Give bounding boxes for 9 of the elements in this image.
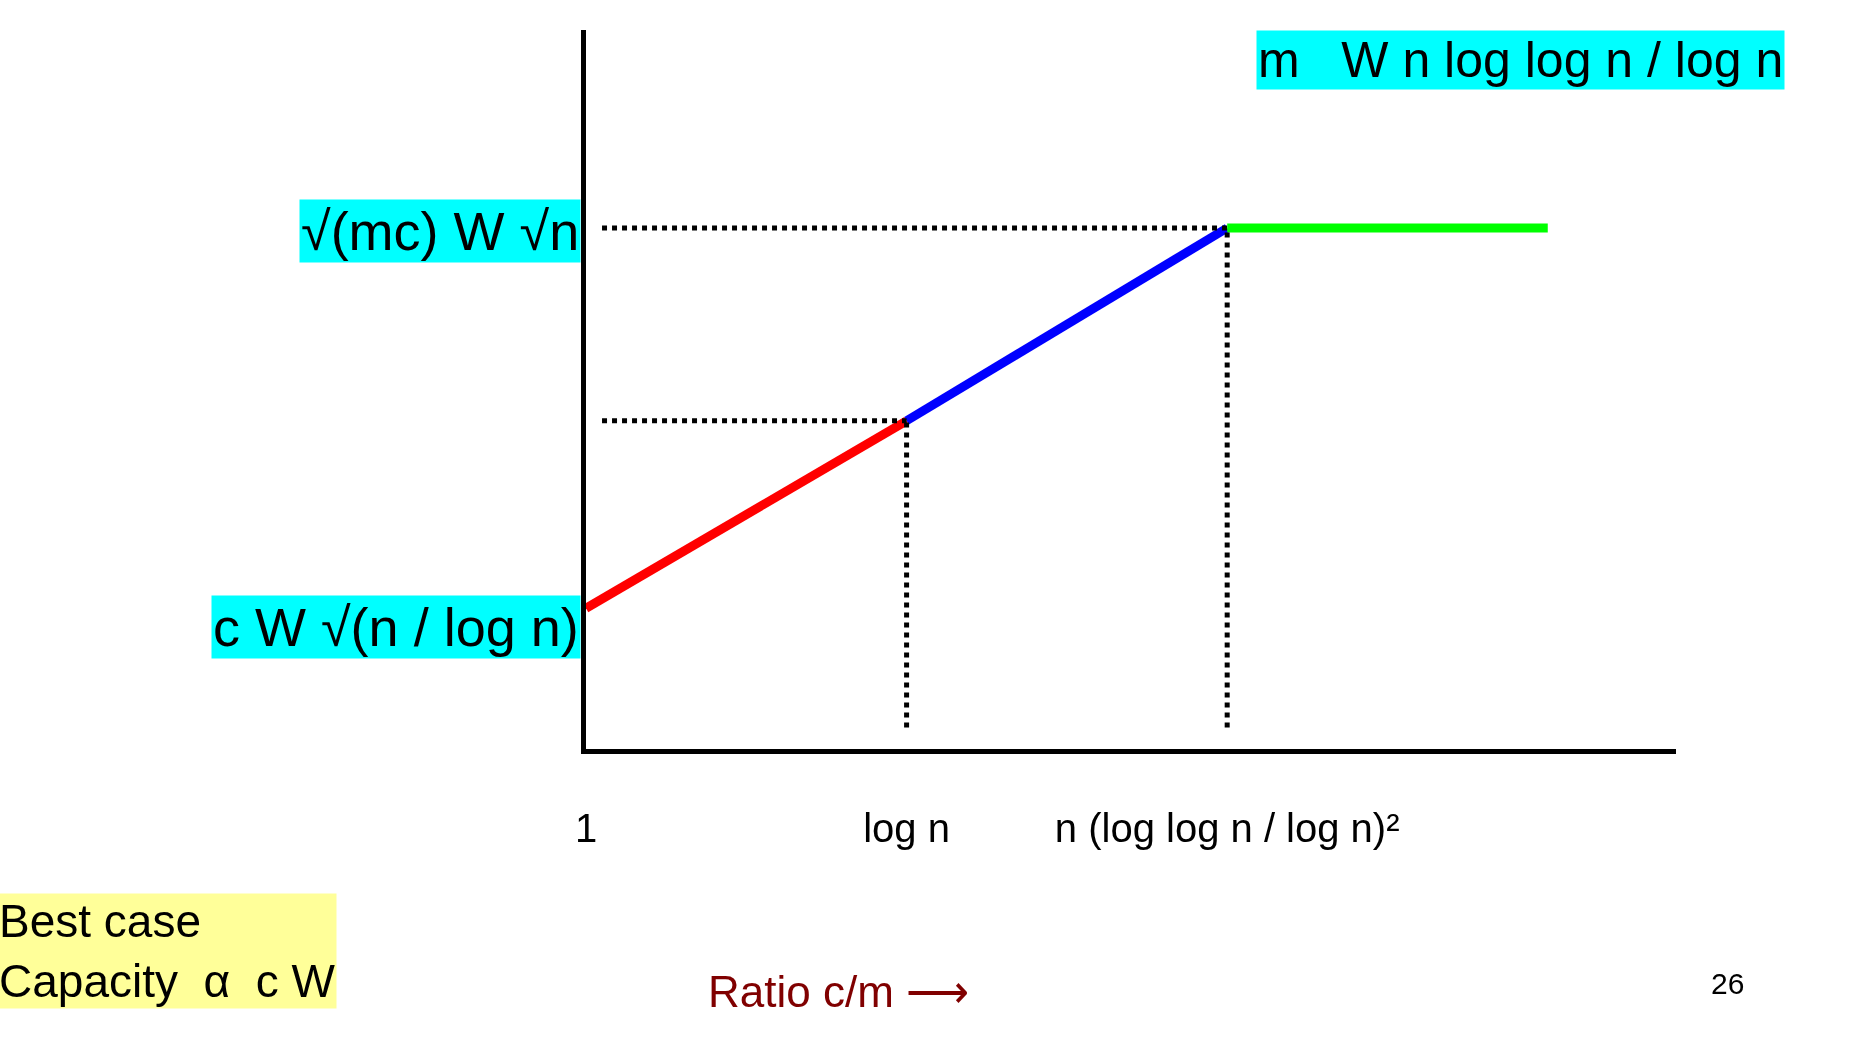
x-tick-label: 1: [574, 806, 598, 850]
text: Ratio c/m ⟶: [708, 967, 970, 1016]
text: m W n log log n / log n: [1258, 32, 1784, 88]
x-tick-label: n (log log n / log n)²: [1054, 806, 1400, 850]
x-tick-label: log n: [863, 806, 950, 850]
text: √(mc) W √n: [301, 201, 580, 261]
text: c W √(n / log n): [213, 597, 579, 657]
text: 26: [1711, 967, 1745, 1000]
text: Best case Capacity α c W: [0, 895, 336, 1007]
